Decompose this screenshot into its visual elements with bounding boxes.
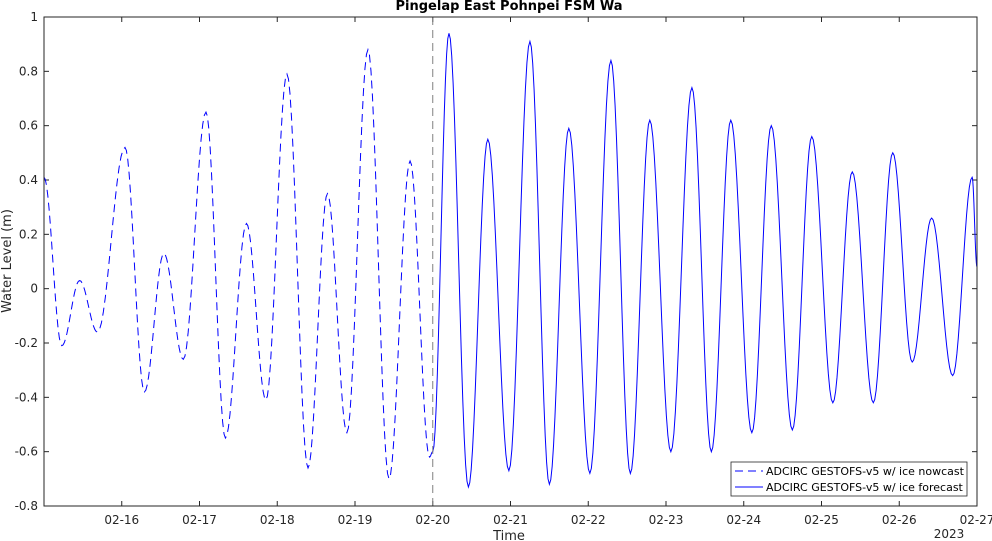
y-tick-label: 0.2 (19, 227, 38, 241)
y-tick-label: 0.8 (19, 64, 38, 78)
x-tick-label: 02-22 (571, 513, 606, 527)
x-tick-label: 02-21 (493, 513, 528, 527)
x-tick-label: 02-25 (804, 513, 839, 527)
y-tick-label: 0 (30, 282, 38, 296)
legend: ADCIRC GESTOFS-v5 w/ ice nowcast ADCIRC … (730, 461, 968, 497)
x-axis-ticks: 02-16 02-17 02-18 02-19 02-20 02-21 02-22 02-23… (104, 17, 992, 527)
series-line-forecast (432, 33, 978, 489)
legend-label-nowcast: ADCIRC GESTOFS-v5 w/ ice nowcast (766, 465, 965, 478)
x-tick-label: 02-24 (726, 513, 761, 527)
y-axis-ticks: -0.8 -0.6 -0.4 -0.2 0 0.2 0.4 0.6 0.8 1 (15, 10, 977, 513)
x-tick-label: 02-27 (960, 513, 992, 527)
x-axis-label: Time (492, 529, 525, 541)
y-tick-label: -0.8 (15, 499, 38, 513)
x-tick-label: 02-26 (882, 513, 917, 527)
y-tick-label: -0.2 (15, 336, 38, 350)
y-tick-label: -0.4 (15, 390, 38, 404)
y-tick-label: 0.6 (19, 119, 38, 133)
x-tick-label: 02-16 (104, 513, 139, 527)
x-axis-year-label: 2023 (934, 527, 965, 541)
legend-box (730, 461, 968, 497)
x-tick-label: 02-18 (260, 513, 295, 527)
x-tick-label: 02-17 (182, 513, 217, 527)
series-line-nowcast (43, 47, 433, 481)
x-tick-label: 02-19 (338, 513, 373, 527)
y-tick-label: -0.6 (15, 445, 38, 459)
legend-label-forecast: ADCIRC GESTOFS-v5 w/ ice forecast (766, 481, 964, 494)
series-layer (43, 33, 978, 489)
x-tick-label: 02-23 (649, 513, 684, 527)
plot-frame (43, 16, 978, 507)
y-tick-label: 1 (30, 10, 38, 24)
y-axis-label: Water Level (m) (0, 209, 15, 313)
x-tick-label: 02-20 (415, 513, 450, 527)
y-tick-label: 0.4 (19, 173, 38, 187)
chart-title: Pingelap East Pohnpei FSM Wa (396, 0, 623, 14)
